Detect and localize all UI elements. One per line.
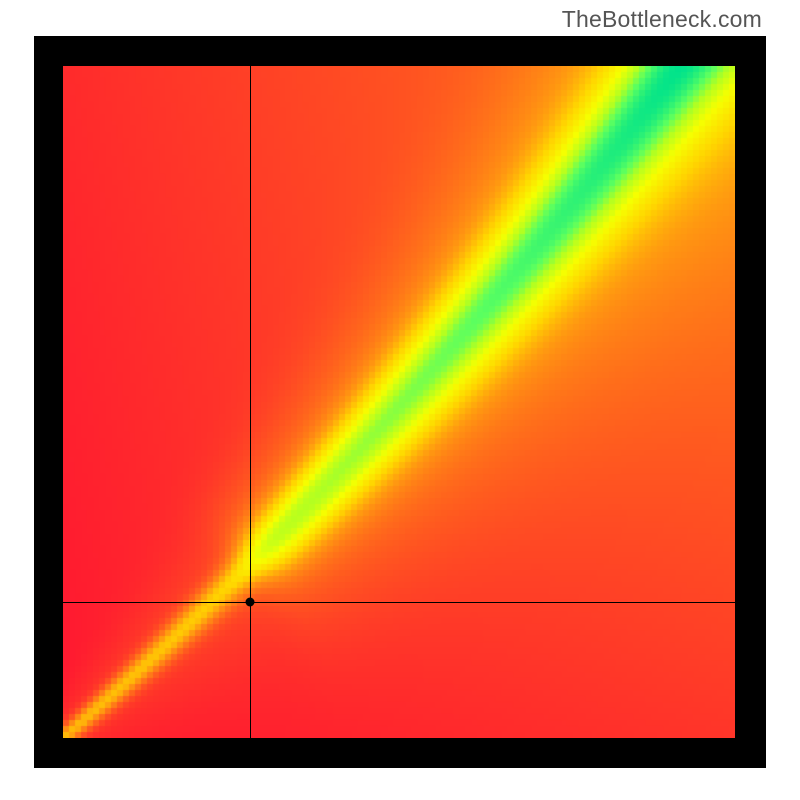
- heatmap-plot: [63, 66, 735, 738]
- watermark-text: TheBottleneck.com: [562, 6, 762, 33]
- crosshair-horizontal: [63, 602, 735, 603]
- marker-dot: [245, 598, 254, 607]
- heatmap-canvas: [63, 66, 735, 738]
- crosshair-vertical: [250, 66, 251, 738]
